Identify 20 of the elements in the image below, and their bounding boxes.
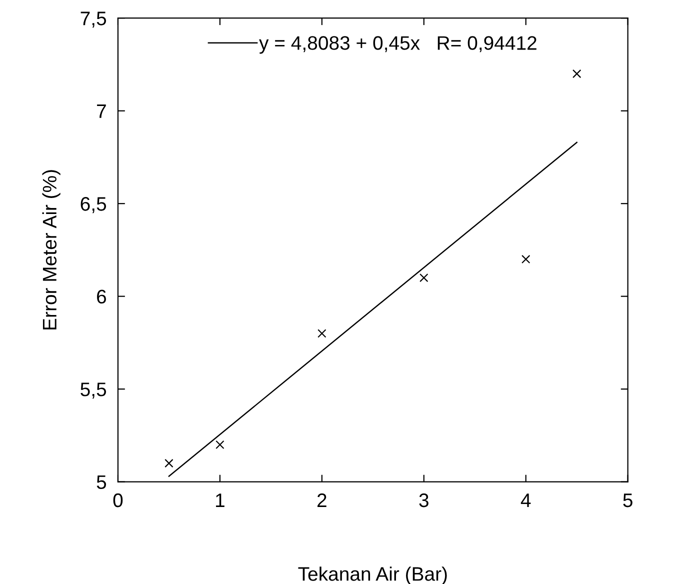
point bbox=[164, 458, 174, 468]
point bbox=[420, 273, 428, 282]
y-tick-label: 7 bbox=[97, 104, 106, 118]
y-tick-label: 7,5 bbox=[80, 12, 106, 28]
x-tick-label: 3 bbox=[419, 493, 428, 508]
y-tick-label: 6 bbox=[97, 290, 106, 304]
legend-label: y = 4,8083 + 0,45x R= 0,94412 bbox=[259, 36, 536, 54]
x-tick-label: 4 bbox=[520, 494, 531, 507]
y-axis-title: Error Meter Air (%) bbox=[42, 170, 60, 330]
point bbox=[216, 440, 224, 450]
y-tick-label: 5,5 bbox=[80, 382, 106, 399]
point bbox=[522, 254, 530, 264]
y-tick-label: 6,5 bbox=[80, 197, 106, 214]
x-tick-label: 1 bbox=[216, 494, 224, 507]
x-tick-label: 0 bbox=[113, 493, 123, 508]
point bbox=[572, 69, 582, 78]
point bbox=[318, 329, 326, 338]
x-tick-label: 5 bbox=[623, 494, 632, 508]
x-tick-label: 2 bbox=[317, 493, 326, 507]
y-tick-label: 5 bbox=[96, 475, 106, 490]
